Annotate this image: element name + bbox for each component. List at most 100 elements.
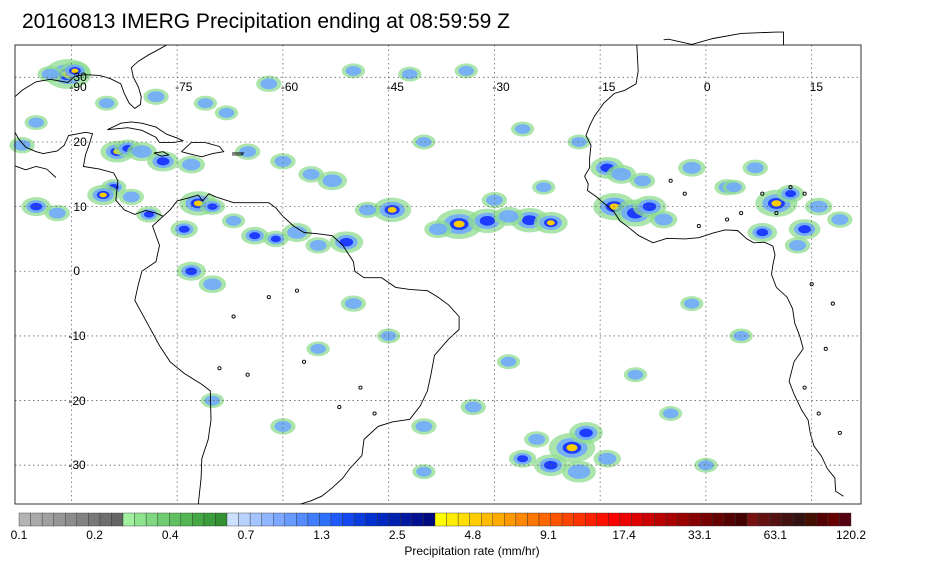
lon-label--75: -75 — [175, 79, 193, 94]
colorbar-swatch-40 — [481, 512, 493, 527]
coastline-iberia-north-africa — [663, 31, 784, 45]
precip-heavy-16 — [249, 232, 261, 240]
lake-outline-20 — [823, 346, 828, 351]
precip-intense-52 — [566, 444, 578, 452]
colorbar-swatch-44 — [527, 512, 540, 527]
precip-core-79 — [831, 214, 849, 225]
precip-heavy-13 — [207, 203, 218, 210]
precip-core-70 — [458, 65, 474, 76]
precip-heavy-53 — [579, 428, 593, 438]
precip-heavy-11 — [143, 211, 155, 218]
precip-core-76 — [535, 182, 552, 193]
lon-label-15: 15 — [809, 79, 823, 94]
precip-core-83 — [662, 408, 679, 419]
lat-label-30: 30 — [73, 70, 87, 85]
lake-outline-19 — [830, 301, 835, 306]
colorbar-swatch-39 — [469, 512, 482, 527]
colorbar-swatch-13 — [169, 512, 181, 527]
colorbar-swatch-68 — [804, 512, 817, 527]
precip-core-73 — [98, 98, 115, 109]
lake-outline-10 — [760, 191, 765, 196]
colorbar-swatch-30 — [365, 512, 378, 527]
precip-core-64 — [13, 139, 31, 151]
colorbar-swatch-34 — [411, 512, 424, 527]
precip-core-65 — [28, 117, 44, 128]
lake-outline-17 — [682, 191, 687, 196]
colorbar-swatch-45 — [538, 512, 551, 527]
lon-label--45: -45 — [386, 79, 404, 94]
colorbar-swatch-22 — [273, 512, 285, 527]
colorbar-swatch-63 — [746, 512, 759, 527]
colorbar-swatch-25 — [307, 512, 320, 527]
precip-core-60 — [415, 420, 433, 432]
colorbar-swatch-37 — [446, 512, 459, 527]
colorbar-swatch-21 — [261, 512, 274, 527]
precip-heavy-30 — [479, 215, 495, 226]
precip-core-33 — [428, 223, 448, 236]
precip-core-56 — [598, 452, 617, 465]
colorbar-swatch-8 — [111, 512, 124, 527]
colorbar-swatch-14 — [180, 512, 193, 527]
colorbar-swatch-20 — [249, 512, 262, 527]
lat-label--10: -10 — [68, 328, 86, 343]
precip-core-50 — [789, 239, 807, 251]
lake-outline-22 — [816, 411, 821, 416]
colorbar-swatch-16 — [203, 512, 216, 527]
lon-label-0: 0 — [703, 79, 711, 94]
colorbar-swatch-3 — [53, 512, 66, 527]
lake-outline-3 — [358, 385, 363, 390]
precip-core-78 — [809, 200, 828, 213]
colorbar-swatch-12 — [157, 512, 170, 527]
precip-heavy-47 — [785, 190, 796, 198]
precip-heavy-31 — [522, 215, 538, 226]
colorbar-tick-label: 17.4 — [612, 528, 636, 542]
colorbar-swatch-32 — [388, 512, 401, 527]
graticule — [15, 45, 861, 504]
colorbar-swatch-53 — [631, 512, 644, 527]
precip-core-75 — [218, 107, 235, 118]
precip-core-88 — [310, 343, 326, 354]
precip-heavy-17 — [270, 235, 281, 243]
colorbar-swatch-24 — [296, 512, 309, 527]
coastline-cuba — [107, 121, 185, 144]
lake-outline-11 — [739, 211, 744, 216]
precip-intense-1 — [71, 68, 79, 74]
colorbar-swatch-28 — [342, 512, 355, 527]
coastline-hispaniola — [181, 142, 225, 158]
colorbar-swatch-15 — [192, 512, 205, 527]
coastline-west-africa-coast — [584, 44, 844, 497]
colorbar-swatch-47 — [561, 512, 574, 527]
lake-outline-21 — [802, 385, 807, 390]
lake-outline-23 — [837, 430, 842, 435]
lake-outline-7 — [245, 372, 250, 377]
precip-core-81 — [733, 330, 749, 341]
precip-intense-32 — [546, 220, 555, 226]
precip-core-80 — [684, 298, 700, 309]
lat-label-20: 20 — [73, 134, 87, 149]
lake-outline-9 — [668, 178, 673, 183]
colorbar-swatch-18 — [226, 512, 239, 527]
colorbar-swatch-5 — [76, 512, 89, 527]
colorbar-tick-label: 63.1 — [764, 528, 788, 542]
precip-intense-23 — [387, 207, 397, 213]
precip-core-57 — [528, 433, 546, 445]
colorbar-swatch-52 — [619, 512, 632, 527]
precip-intense-29 — [453, 220, 465, 228]
precip-core-25 — [322, 174, 343, 188]
colorbar-swatch-36 — [434, 512, 447, 527]
colorbar-swatch-49 — [585, 512, 597, 527]
precip-core-42 — [654, 213, 673, 226]
lake-outline-0 — [231, 314, 236, 319]
map-frame — [14, 44, 862, 505]
precip-core-5 — [132, 145, 152, 159]
colorbar-swatch-33 — [400, 512, 413, 527]
lake-outline-18 — [809, 282, 814, 287]
colorbar-tick-label: 9.1 — [540, 528, 557, 542]
colorbar-swatch-70 — [827, 512, 840, 527]
lon-label--30: -30 — [492, 79, 510, 94]
colorbar-swatch-48 — [573, 512, 586, 527]
precip-heavy-49 — [798, 225, 811, 234]
colorbar-swatch-9 — [122, 512, 135, 527]
lake-outline-4 — [337, 404, 342, 410]
